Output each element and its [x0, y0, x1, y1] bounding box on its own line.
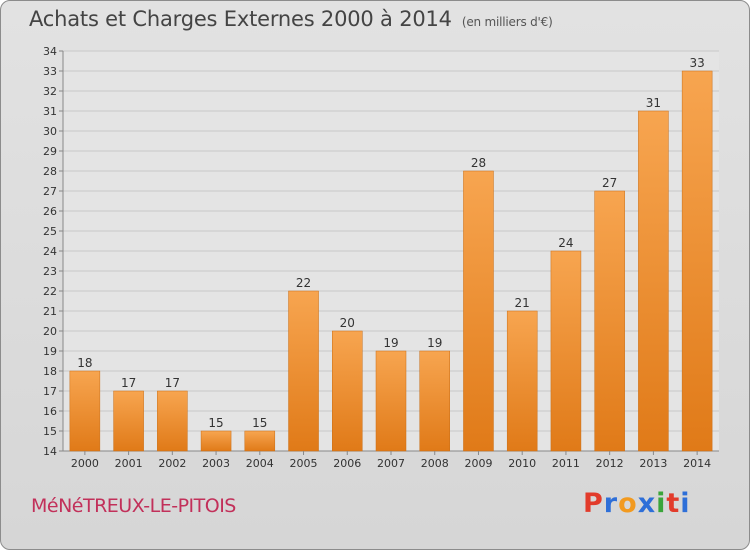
brand-letter: i — [656, 488, 667, 519]
bar — [506, 310, 538, 452]
brand-letter: P — [583, 488, 604, 519]
bar — [157, 390, 188, 452]
y-tick-label: 34 — [43, 45, 57, 58]
y-tick-label: 28 — [43, 165, 57, 178]
data-label: 17 — [165, 376, 180, 390]
x-tick-label: 2008 — [421, 457, 449, 470]
x-tick-label: 2000 — [71, 457, 99, 470]
brand-letter: o — [618, 488, 638, 519]
data-label: 20 — [340, 316, 355, 330]
x-tick-label: 2011 — [552, 457, 580, 470]
data-label: 33 — [689, 56, 704, 70]
bar — [463, 170, 494, 452]
bar — [550, 250, 582, 452]
data-label: 19 — [383, 336, 398, 350]
y-tick-label: 24 — [43, 245, 57, 258]
bar — [332, 330, 363, 452]
x-tick-label: 2003 — [202, 457, 230, 470]
y-tick-label: 33 — [43, 65, 57, 78]
bar — [244, 430, 276, 452]
brand-letter: x — [637, 488, 657, 519]
bar — [638, 110, 669, 452]
data-label: 31 — [646, 96, 661, 110]
x-tick-label: 2010 — [508, 457, 536, 470]
y-tick-label: 21 — [43, 305, 57, 318]
bar — [288, 290, 319, 452]
y-tick-label: 16 — [43, 405, 57, 418]
data-label: 15 — [208, 416, 223, 430]
data-label: 17 — [121, 376, 136, 390]
y-tick-label: 32 — [43, 85, 57, 98]
data-label: 22 — [296, 276, 311, 290]
x-tick-label: 2002 — [158, 457, 186, 470]
y-tick-label: 17 — [43, 385, 57, 398]
bar — [69, 370, 101, 452]
y-tick-label: 31 — [43, 105, 57, 118]
y-tick-label: 30 — [43, 125, 57, 138]
x-tick-label: 2013 — [639, 457, 667, 470]
data-label: 19 — [427, 336, 442, 350]
chart-title: Achats et Charges Externes 2000 à 2014 (e… — [29, 7, 553, 31]
data-label: 27 — [602, 176, 617, 190]
brand-letter: r — [603, 488, 619, 519]
data-label: 21 — [515, 296, 530, 310]
data-label: 15 — [252, 416, 267, 430]
x-tick-label: 2004 — [246, 457, 274, 470]
y-tick-label: 27 — [43, 185, 57, 198]
bar — [594, 190, 625, 452]
x-tick-label: 2006 — [333, 457, 361, 470]
chart-title-text: Achats et Charges Externes 2000 à 2014 — [29, 7, 452, 31]
y-tick-label: 20 — [43, 325, 57, 338]
proxiti-logo: Proxiti — [583, 488, 691, 519]
brand-letter: t — [666, 488, 681, 519]
bar — [200, 430, 232, 452]
y-tick-label: 14 — [43, 445, 57, 458]
x-tick-label: 2012 — [596, 457, 624, 470]
y-tick-label: 18 — [43, 365, 57, 378]
x-tick-label: 2009 — [464, 457, 492, 470]
y-tick-label: 19 — [43, 345, 57, 358]
bar — [681, 70, 713, 452]
x-tick-label: 2007 — [377, 457, 405, 470]
y-tick-label: 22 — [43, 285, 57, 298]
x-tick-label: 2005 — [290, 457, 318, 470]
data-label: 18 — [77, 356, 92, 370]
bar — [375, 350, 407, 452]
data-label: 28 — [471, 156, 486, 170]
y-tick-label: 15 — [43, 425, 57, 438]
x-tick-label: 2014 — [683, 457, 711, 470]
y-tick-label: 23 — [43, 265, 57, 278]
chart-unit: (en milliers d'€) — [461, 15, 553, 29]
bar — [419, 350, 450, 452]
bar — [113, 390, 144, 452]
brand-letter: i — [680, 488, 691, 519]
y-tick-label: 26 — [43, 205, 57, 218]
y-tick-label: 29 — [43, 145, 57, 158]
data-label: 24 — [558, 236, 573, 250]
y-tick-label: 25 — [43, 225, 57, 238]
x-tick-label: 2001 — [115, 457, 143, 470]
commune-name: MéNéTREUX-LE-PITOIS — [31, 495, 236, 517]
